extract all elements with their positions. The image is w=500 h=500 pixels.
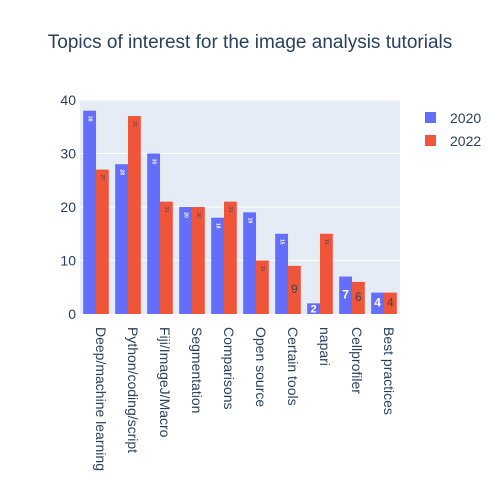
legend-label-2020: 2020 (450, 109, 482, 126)
bar-label: 21 (163, 207, 169, 213)
bar-2020-7[interactable] (307, 303, 320, 314)
bar-2020-1[interactable] (115, 164, 128, 314)
bar-label: 6 (355, 290, 362, 304)
legend-label-2022: 2022 (450, 132, 482, 149)
x-tick-label: Python/coding/script (125, 327, 141, 453)
bar-2022-3[interactable] (192, 207, 205, 314)
bar-2020-0[interactable] (83, 110, 96, 314)
bar-2020-9[interactable] (371, 292, 384, 314)
bar-label: 20 (182, 212, 188, 218)
bar-label: 15 (323, 239, 329, 245)
bar-2020-8[interactable] (339, 276, 352, 314)
chart-title: Topics of interest for the image analysi… (47, 32, 453, 53)
bar-label: 2 (311, 304, 317, 316)
bar-2020-2[interactable] (147, 153, 160, 315)
bar-2022-6[interactable] (288, 265, 301, 314)
legend-swatch-2020 (425, 112, 436, 123)
legend-item-2020[interactable]: 2020 (420, 106, 481, 129)
bar-label: 19 (246, 218, 252, 224)
y-tick-label: 20 (60, 199, 76, 215)
bar-label: 9 (291, 282, 298, 296)
bar-label: 38 (86, 116, 92, 122)
legend-swatch-2022 (425, 135, 436, 146)
x-tick-label: napari (317, 327, 333, 366)
bar-2022-2[interactable] (160, 201, 173, 314)
bar-label: 10 (259, 266, 265, 272)
bar-2020-3[interactable] (179, 207, 192, 314)
x-tick-label: Open source (253, 327, 269, 407)
x-tick-label: Deep/machine learning (93, 327, 109, 471)
bar-2022-8[interactable] (352, 281, 365, 314)
bar-2020-6[interactable] (275, 233, 288, 314)
bar-2020-4[interactable] (211, 217, 224, 314)
y-tick-label: 0 (68, 306, 76, 322)
bar-label: 4 (374, 295, 381, 309)
bar-label: 21 (227, 207, 233, 213)
bar-label: 37 (131, 121, 137, 127)
bar-label: 30 (150, 159, 156, 165)
x-tick-label: Best practices (381, 327, 397, 415)
x-axis: Deep/machine learning Python/coding/scrip… (93, 327, 397, 471)
bar-2020-5[interactable] (243, 212, 256, 314)
y-axis: 0 10 20 30 40 (60, 92, 76, 322)
x-tick-label: Certain tools (285, 327, 301, 406)
bar-label: 28 (118, 169, 124, 175)
y-tick-label: 40 (60, 92, 76, 108)
bar-2022-1[interactable] (128, 116, 141, 314)
legend[interactable]: 2020 2022 (420, 106, 481, 152)
y-tick-label: 10 (60, 253, 76, 269)
bar-label: 7 (342, 287, 349, 301)
bar-2022-0[interactable] (96, 169, 109, 314)
bar-2022-5[interactable] (256, 260, 269, 315)
x-tick-label: Fiji/ImageJ/Macro (157, 327, 173, 438)
bar-2022-9[interactable] (384, 292, 397, 314)
x-tick-label: Cellprofiler (349, 327, 365, 394)
bar-label: 4 (387, 295, 394, 309)
bar-label: 27 (99, 175, 105, 181)
bar-2022-4[interactable] (224, 201, 237, 314)
x-tick-label: Comparisons (221, 327, 237, 409)
legend-item-2022[interactable]: 2022 (420, 129, 481, 152)
x-tick-label: Segmentation (189, 327, 205, 413)
y-tick-label: 30 (60, 146, 76, 162)
bar-label: 15 (278, 239, 284, 245)
bar-2022-7[interactable] (320, 233, 333, 314)
bar-label: 20 (195, 212, 201, 218)
bar-label: 18 (214, 223, 220, 229)
